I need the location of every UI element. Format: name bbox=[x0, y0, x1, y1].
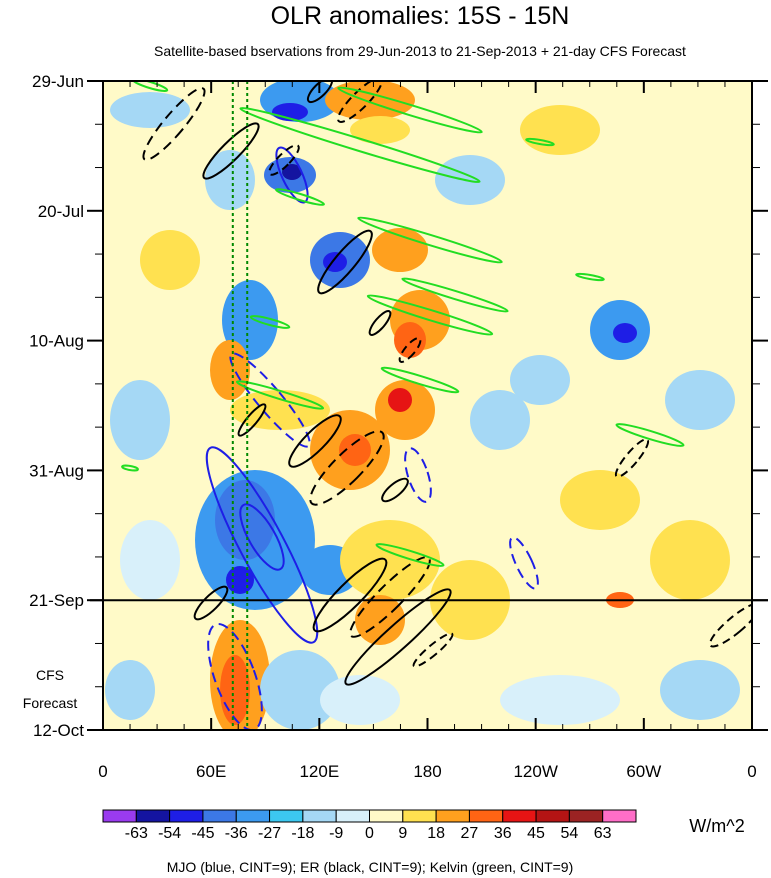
kelvin-contour bbox=[235, 380, 325, 410]
colorbar-swatch bbox=[269, 809, 304, 823]
colorbar-label: 45 bbox=[527, 825, 545, 842]
colorbar-swatch bbox=[335, 809, 370, 823]
y-tick-label: 10-Aug bbox=[29, 332, 84, 351]
x-tick-label: 0 bbox=[98, 762, 107, 781]
er-contour bbox=[368, 310, 392, 336]
x-tick-label: 120E bbox=[299, 762, 339, 781]
kelvin-contour bbox=[380, 366, 460, 394]
kelvin-contour bbox=[121, 464, 139, 472]
colorbar-label: -54 bbox=[158, 825, 181, 842]
kelvin-contour bbox=[275, 188, 325, 206]
x-tick-label: 60E bbox=[196, 762, 226, 781]
colorbar-swatch bbox=[135, 809, 171, 823]
y-tick-label: 12-Oct bbox=[33, 721, 84, 740]
colorbar-swatch bbox=[602, 809, 637, 823]
kelvin-contour bbox=[357, 216, 503, 264]
colorbar-label: 9 bbox=[398, 825, 407, 842]
kelvin-contour bbox=[401, 277, 509, 313]
mjo-contour bbox=[229, 352, 311, 448]
kelvin-contour bbox=[525, 137, 555, 147]
plot-area bbox=[90, 80, 768, 731]
mjo-contour bbox=[207, 622, 263, 730]
colorbar: -63 -54 -45 -36 -27 -18 -9 0 9 18 27 36 45 54 63 bbox=[102, 809, 637, 842]
colorbar-label: 18 bbox=[427, 825, 445, 842]
kelvin-contour bbox=[375, 543, 445, 567]
er-contour bbox=[412, 632, 454, 668]
kelvin-contour bbox=[337, 86, 483, 134]
mjo-contour bbox=[509, 536, 539, 590]
er-contour bbox=[288, 414, 342, 468]
colorbar-label: -18 bbox=[291, 825, 314, 842]
colorbar-label: -36 bbox=[225, 825, 248, 842]
er-contour bbox=[312, 557, 388, 633]
x-axis: 0 60E 120E 180 120W 60W 0 bbox=[98, 81, 757, 781]
colorbar-label: 27 bbox=[461, 825, 479, 842]
colorbar-label: -45 bbox=[191, 825, 214, 842]
colorbar-swatch bbox=[235, 809, 271, 823]
olr-anomaly-field bbox=[105, 81, 740, 730]
colorbar-swatch bbox=[502, 809, 537, 823]
er-contour bbox=[708, 602, 752, 648]
er-contour bbox=[344, 588, 452, 686]
y-tick-label: 21-Sep bbox=[29, 591, 84, 610]
forecast-label-line1: CFS bbox=[36, 667, 64, 683]
colorbar-swatch bbox=[402, 809, 437, 823]
colorbar-label: 63 bbox=[594, 825, 612, 842]
er-contour bbox=[614, 438, 650, 478]
er-contour bbox=[309, 430, 385, 506]
colorbar-swatch bbox=[468, 809, 504, 823]
colorbar-label: -9 bbox=[329, 825, 343, 842]
kelvin-contour bbox=[131, 81, 169, 92]
contours bbox=[121, 81, 752, 730]
colorbar-swatch bbox=[202, 809, 237, 823]
colorbar-swatch bbox=[435, 809, 470, 823]
colorbar-swatch bbox=[102, 809, 137, 823]
er-contour bbox=[237, 403, 267, 437]
x-tick-label: 180 bbox=[413, 762, 441, 781]
colorbar-label: -27 bbox=[258, 825, 281, 842]
er-contour bbox=[306, 81, 334, 104]
colorbar-swatch bbox=[568, 809, 604, 823]
colorbar-swatch bbox=[535, 809, 570, 823]
kelvin-contour bbox=[366, 294, 494, 336]
kelvin-contour bbox=[575, 272, 605, 282]
y-tick-label: 20-Jul bbox=[38, 202, 84, 221]
er-contour bbox=[193, 585, 229, 621]
er-contour bbox=[349, 556, 431, 638]
colorbar-unit: W/m^2 bbox=[689, 816, 744, 836]
colorbar-swatch bbox=[169, 809, 204, 823]
er-contour bbox=[317, 229, 373, 295]
mjo-contour bbox=[239, 503, 285, 571]
kelvin-contour bbox=[249, 315, 291, 329]
colorbar-label: 0 bbox=[365, 825, 374, 842]
colorbar-swatch bbox=[369, 809, 404, 823]
colorbar-swatch bbox=[302, 809, 337, 823]
er-contour bbox=[381, 477, 409, 503]
chart-title: OLR anomalies: 15S - 15N bbox=[271, 2, 570, 30]
kelvin-contour bbox=[239, 107, 481, 183]
mjo-contour bbox=[404, 447, 432, 503]
colorbar-label: 54 bbox=[560, 825, 578, 842]
contour-legend: MJO (blue, CINT=9); ER (black, CINT=9); … bbox=[167, 859, 574, 875]
forecast-label-line2: Forecast bbox=[23, 695, 78, 711]
x-tick-label: 60W bbox=[626, 762, 661, 781]
x-tick-label: 120W bbox=[513, 762, 557, 781]
chart-subtitle: Satellite-based bservations from 29-Jun-… bbox=[154, 43, 686, 59]
y-tick-label: 31-Aug bbox=[29, 461, 84, 480]
x-tick-label: 0 bbox=[747, 762, 756, 781]
er-contour bbox=[268, 144, 300, 176]
y-axis: 29-Jun 20-Jul 10-Aug 31-Aug 21-Sep 12-Oct bbox=[29, 72, 768, 740]
er-contour bbox=[202, 122, 260, 180]
er-contour bbox=[398, 337, 422, 363]
kelvin-contour bbox=[615, 423, 685, 447]
colorbar-label: 36 bbox=[494, 825, 512, 842]
mjo-contour bbox=[205, 446, 319, 644]
colorbar-label: -63 bbox=[125, 825, 148, 842]
y-tick-label: 29-Jun bbox=[32, 72, 84, 91]
er-contour bbox=[142, 87, 206, 161]
